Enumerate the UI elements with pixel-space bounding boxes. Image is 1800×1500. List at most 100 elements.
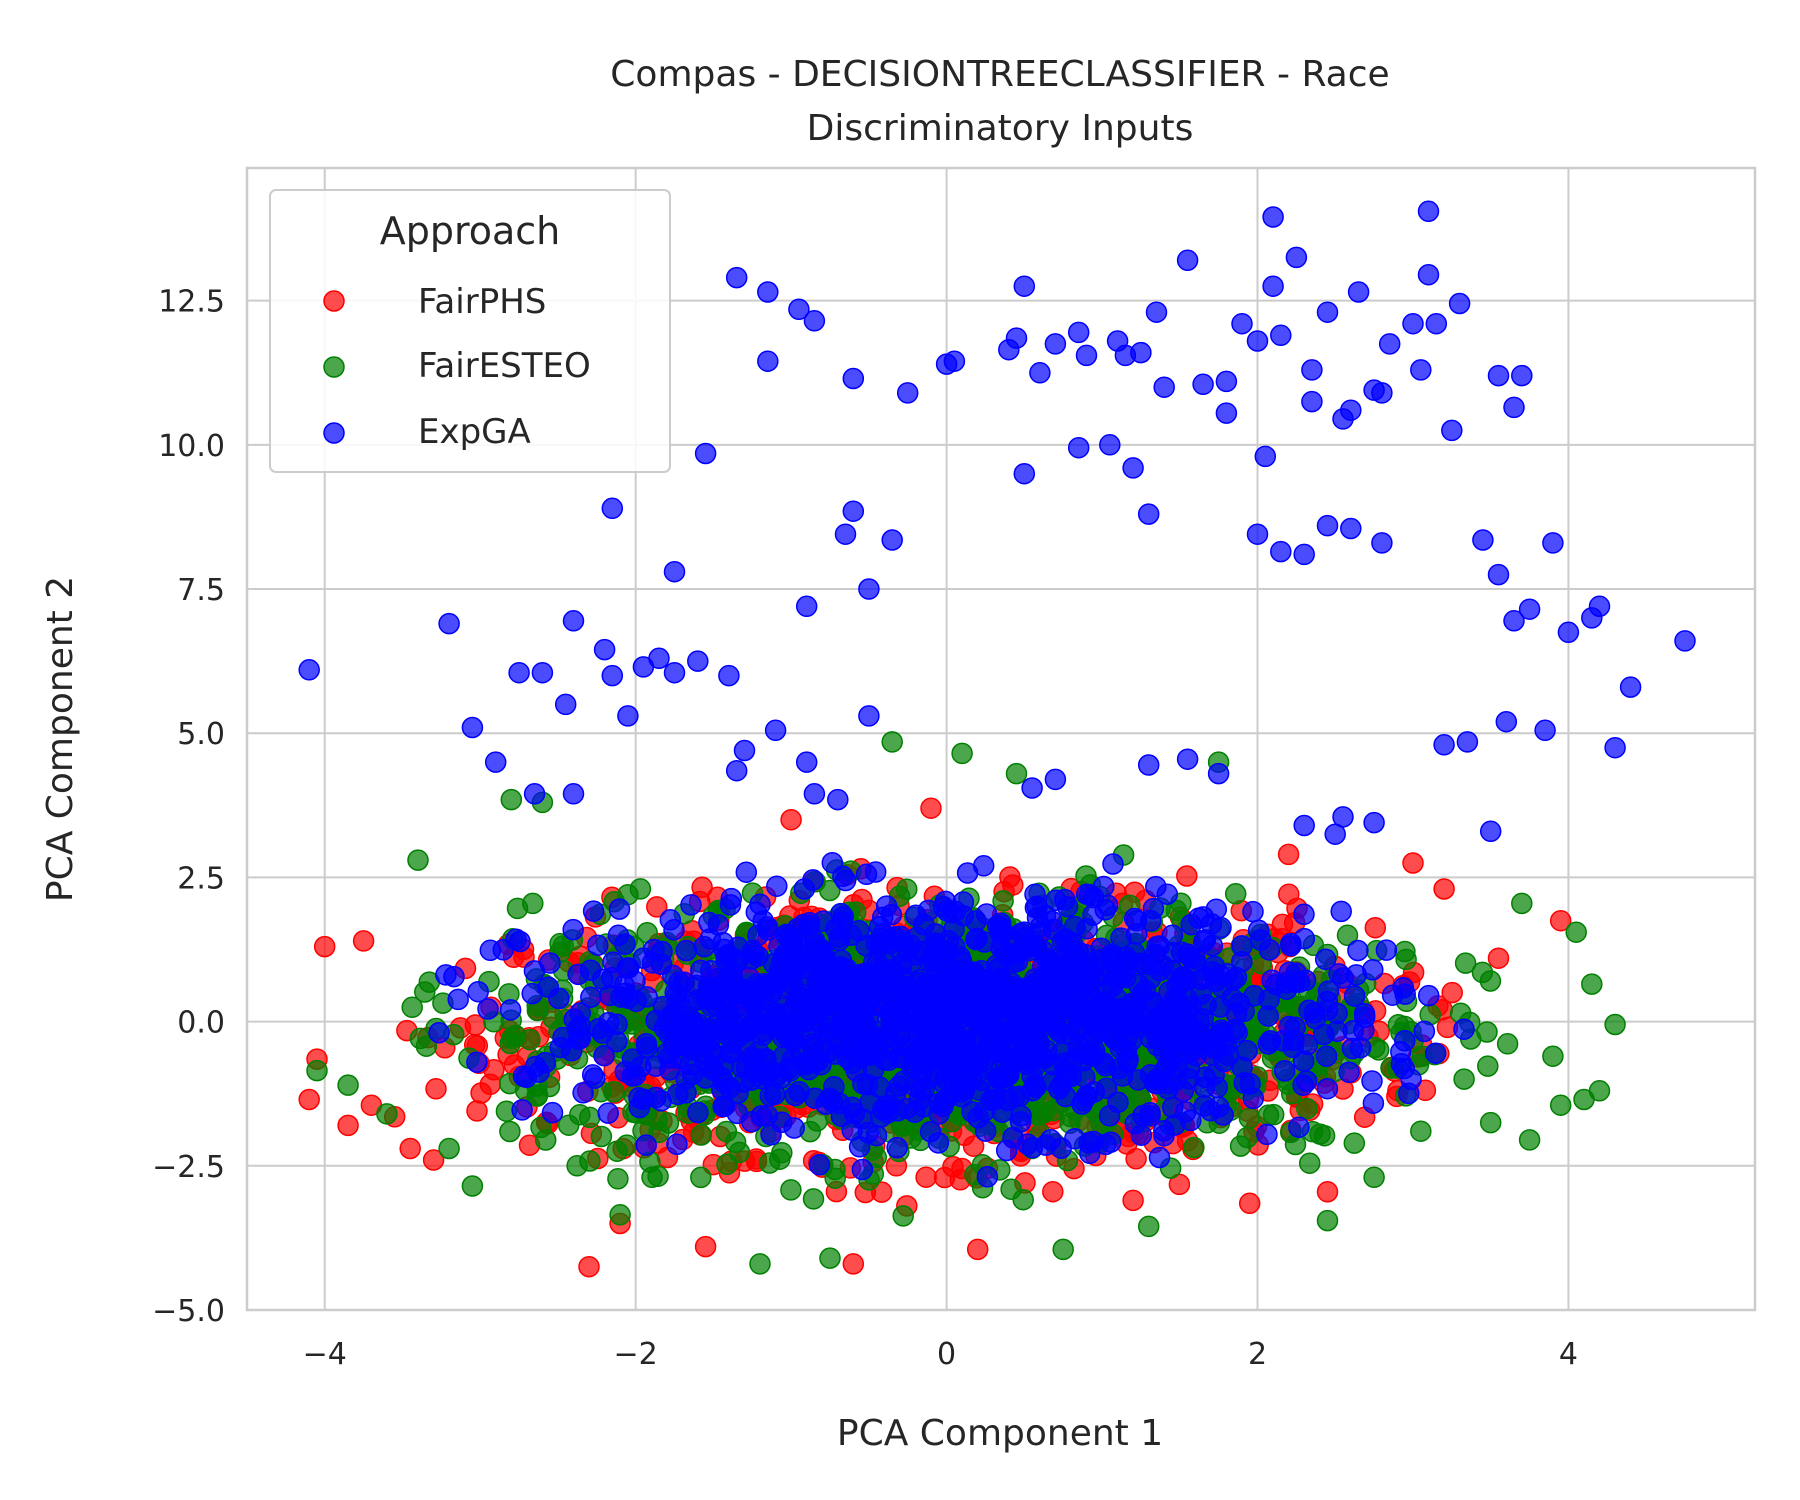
data-point <box>995 1139 1018 1162</box>
data-point <box>1394 1030 1416 1052</box>
data-point <box>725 266 748 289</box>
data-point <box>966 1238 989 1261</box>
data-point <box>1496 1033 1519 1055</box>
data-point <box>1565 921 1587 943</box>
data-point <box>1003 998 1025 1020</box>
data-point <box>659 909 682 931</box>
data-point <box>1425 312 1448 335</box>
y-tick-label: 7.5 <box>177 573 225 608</box>
data-point <box>1039 1128 1062 1151</box>
data-point <box>407 849 429 871</box>
data-point <box>690 1166 712 1189</box>
data-point <box>726 1102 749 1125</box>
data-point <box>1410 359 1432 381</box>
data-point <box>1180 913 1202 936</box>
data-point <box>603 1081 625 1103</box>
data-point <box>579 1150 601 1172</box>
data-point <box>967 979 990 1001</box>
data-point <box>818 1087 841 1110</box>
data-point <box>1273 1060 1296 1082</box>
data-point <box>1314 948 1337 971</box>
data-point <box>1139 910 1162 932</box>
data-point <box>590 1125 613 1148</box>
data-point <box>1347 281 1370 303</box>
data-point <box>881 731 903 753</box>
data-point <box>1424 1042 1447 1064</box>
data-point <box>1549 1094 1572 1116</box>
data-point <box>1231 950 1253 973</box>
y-tick-label: 10.0 <box>158 429 225 464</box>
data-point <box>933 1166 956 1189</box>
data-point <box>764 719 787 742</box>
data-point <box>1123 942 1146 964</box>
data-point <box>1301 390 1323 413</box>
data-point <box>780 808 802 831</box>
data-point <box>1549 909 1572 932</box>
data-point <box>851 1158 874 1181</box>
data-point <box>1293 814 1315 837</box>
data-point <box>795 595 818 618</box>
data-point <box>675 1068 697 1090</box>
data-point <box>1194 929 1217 951</box>
data-point <box>1024 896 1047 919</box>
data-point <box>1390 1052 1413 1075</box>
data-point <box>617 957 640 979</box>
data-point <box>663 661 686 684</box>
data-point <box>784 1084 807 1107</box>
data-point <box>1215 402 1238 424</box>
y-tick-label: −5.0 <box>152 1294 225 1329</box>
data-point <box>1026 974 1048 996</box>
data-point <box>646 896 668 918</box>
data-point <box>1588 1080 1611 1102</box>
data-point <box>1082 886 1105 909</box>
data-point <box>658 1047 680 1069</box>
data-point <box>948 963 970 986</box>
y-tick-label: 5.0 <box>177 717 225 752</box>
data-point <box>1176 748 1199 770</box>
data-point <box>965 928 987 951</box>
data-point <box>807 1050 829 1072</box>
data-point <box>567 963 590 986</box>
data-point <box>1338 1061 1360 1084</box>
data-point <box>987 1067 1009 1089</box>
data-point <box>875 895 898 917</box>
data-point <box>1242 900 1264 923</box>
data-point <box>990 922 1012 945</box>
data-point <box>1005 762 1028 785</box>
data-point <box>1347 939 1369 962</box>
data-point <box>768 935 790 958</box>
data-point <box>621 1065 644 1087</box>
legend: Approach FairPHS FairESTEO ExpGA <box>269 189 671 473</box>
data-point <box>943 350 966 372</box>
data-point <box>848 1136 871 1158</box>
data-point <box>1395 948 1417 971</box>
data-point <box>657 1112 680 1134</box>
data-point <box>1231 312 1253 335</box>
data-point <box>1215 370 1238 393</box>
data-point <box>849 966 871 989</box>
legend-marker-fairphs <box>323 290 345 312</box>
data-point <box>438 1137 460 1160</box>
data-point <box>1212 1104 1234 1126</box>
data-point <box>1441 419 1463 442</box>
data-point <box>438 612 460 635</box>
data-point <box>1243 985 1265 1007</box>
data-point <box>592 968 614 990</box>
data-point <box>1033 1101 1056 1124</box>
data-point <box>1116 1051 1139 1073</box>
data-points <box>298 200 1696 1278</box>
data-point <box>1177 1042 1199 1064</box>
data-point <box>725 759 748 782</box>
data-point <box>802 1188 825 1210</box>
data-point <box>1503 610 1525 632</box>
data-point <box>865 1124 888 1147</box>
data-point <box>614 933 636 955</box>
data-point <box>569 1015 592 1037</box>
data-point <box>1342 1019 1365 1042</box>
data-point <box>1542 532 1564 554</box>
data-point <box>749 1253 771 1275</box>
data-point <box>1534 719 1556 742</box>
data-point <box>1067 436 1090 459</box>
legend-entry-fairphs: FairPHS <box>323 282 546 322</box>
data-point <box>1402 852 1424 874</box>
